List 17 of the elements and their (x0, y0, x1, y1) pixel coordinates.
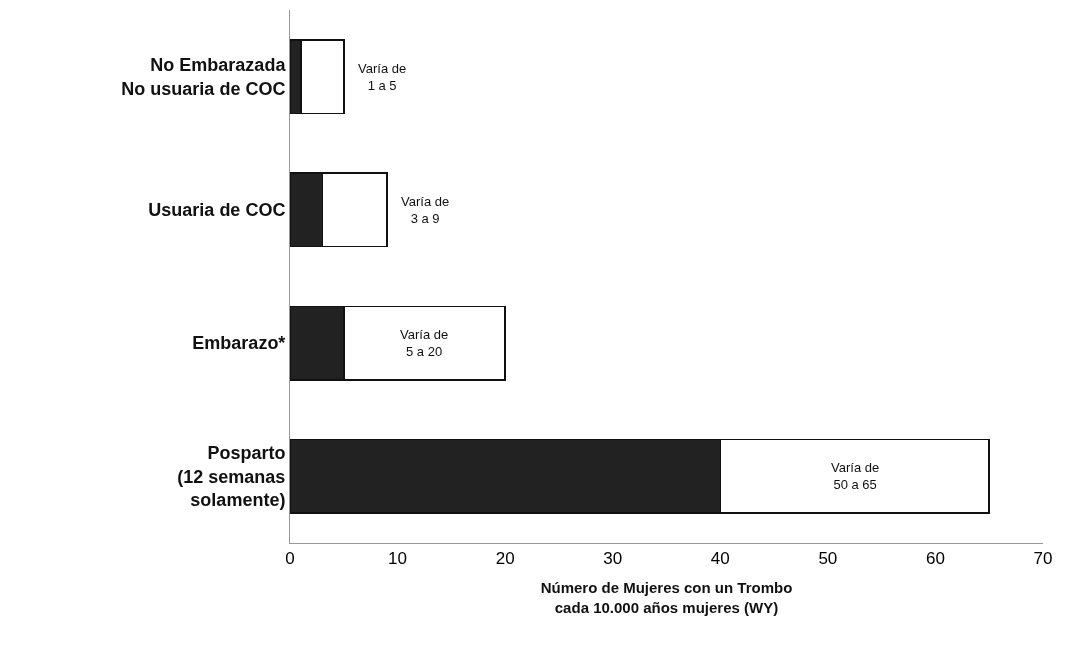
x-tick-label: 30 (603, 549, 623, 569)
annotation: Varía de 50 a 65 (831, 460, 880, 492)
annotation: Varía de 1 a 5 (358, 61, 407, 93)
annotation: Varía de 3 a 9 (401, 194, 450, 226)
y-tick-label: Embarazo* (192, 333, 286, 354)
x-axis-title: Número de Mujeres con un Trombo cada 10.000 años mujeres (WY) (540, 579, 793, 616)
x-tick-label: 0 (285, 549, 295, 569)
x-tick-label: 60 (925, 549, 945, 569)
y-tick-label: No Embarazada No usuaria de COC (121, 55, 287, 99)
annotation: Varía de 5 a 20 (400, 327, 449, 359)
x-tick-label: 20 (495, 549, 515, 569)
x-tick-label: 10 (388, 549, 408, 569)
x-tick-label: 50 (818, 549, 838, 569)
x-tick-label: 40 (710, 549, 730, 569)
x-tick-label: 70 (1033, 549, 1053, 569)
y-tick-label: Posparto (12 semanas solamente) (177, 443, 286, 511)
y-tick-label: Usuaria de COC (148, 200, 286, 221)
